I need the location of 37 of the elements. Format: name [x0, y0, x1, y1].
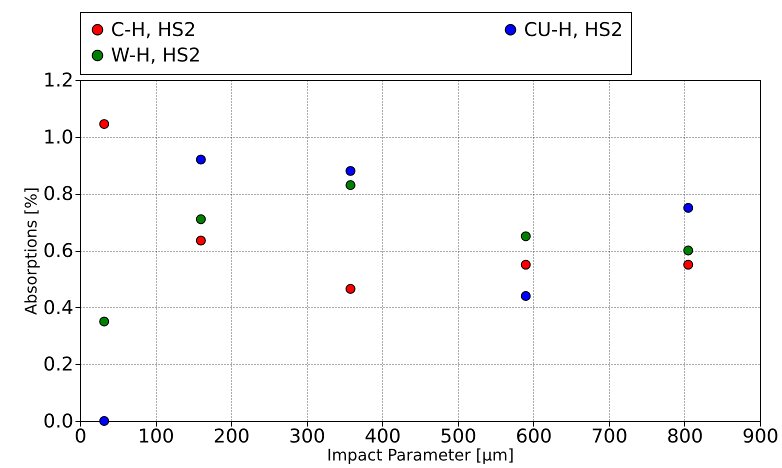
point [520, 291, 531, 301]
x-tick-label: 800 [666, 426, 704, 448]
x-axis-title: Impact Parameter [μm] [327, 446, 514, 464]
point [346, 180, 356, 190]
legend-label: C-H, HS2 [111, 18, 196, 41]
point [683, 202, 694, 213]
point [99, 316, 110, 327]
point [520, 260, 531, 270]
x-tick-label: 600 [516, 426, 552, 448]
x-tick-label: 500 [440, 426, 476, 448]
point [346, 166, 356, 176]
point [683, 260, 694, 270]
point [99, 416, 110, 426]
y-tick-label: 0.8 [43, 183, 74, 206]
legend-label: W-H, HS2 [111, 44, 201, 66]
x-tick-label: 900 [742, 426, 779, 448]
y-tick-label: 0.6 [43, 240, 74, 262]
y-tick-label: 0.4 [43, 296, 74, 319]
x-tick-label: 700 [591, 426, 628, 448]
y-tick-label: 0.2 [43, 354, 74, 376]
x-tick-label: 400 [364, 426, 401, 448]
x-tick-label: 200 [213, 426, 250, 448]
legend-label: CU-H, HS2 [524, 18, 623, 41]
x-tick-label: 300 [289, 426, 326, 448]
point [683, 246, 694, 256]
point [520, 231, 531, 242]
x-tick-label: 0 [74, 426, 87, 448]
y-tick-label: 1.0 [43, 126, 74, 148]
point [196, 214, 206, 224]
x-tick-label: 100 [138, 426, 174, 448]
point [196, 154, 206, 165]
point [346, 284, 356, 294]
y-tick-label: 1.2 [43, 70, 74, 92]
y-tick-label: 0.0 [43, 410, 74, 432]
point [196, 236, 206, 246]
point [99, 119, 110, 130]
y-axis-title: Absorptions [%] [21, 187, 40, 315]
